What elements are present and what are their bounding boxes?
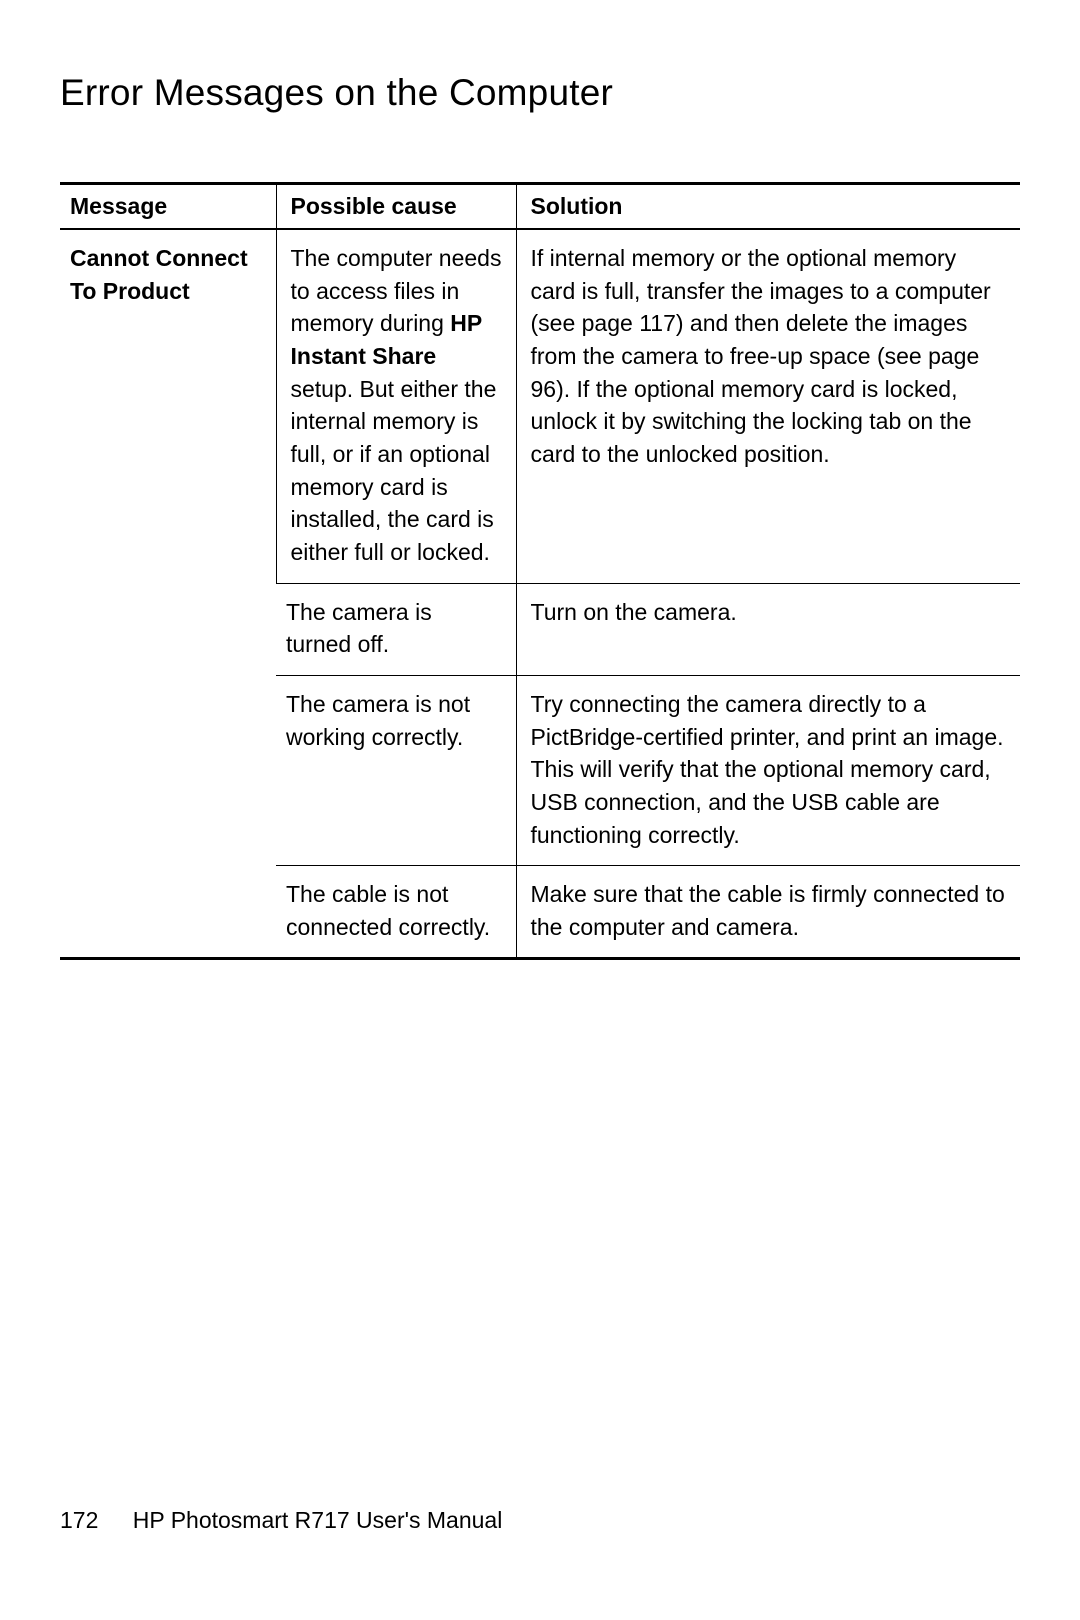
cause-cell: The computer needs to access files in me… [276, 229, 516, 583]
cause-cell: The camera is not working correctly. [276, 675, 516, 865]
col-header-cause: Possible cause [276, 184, 516, 230]
col-header-solution: Solution [516, 184, 1020, 230]
manual-page: Error Messages on the Computer Message P… [0, 0, 1080, 960]
solution-cell: If internal memory or the optional memor… [516, 229, 1020, 583]
col-header-message: Message [60, 184, 276, 230]
cause-cell: The camera is turned off. [276, 583, 516, 675]
page-title: Error Messages on the Computer [60, 72, 1020, 114]
cause-cell: The cable is not connected correctly. [276, 866, 516, 959]
solution-cell: Make sure that the cable is firmly conne… [516, 866, 1020, 959]
cause-text-post: setup. But either the internal memory is… [291, 376, 497, 565]
solution-cell: Turn on the camera. [516, 583, 1020, 675]
error-table: Message Possible cause Solution Cannot C… [60, 182, 1020, 960]
table-header-row: Message Possible cause Solution [60, 184, 1020, 230]
message-cell: Cannot Connect To Product [60, 229, 276, 959]
page-number: 172 [60, 1507, 98, 1534]
solution-cell: Try connecting the camera directly to a … [516, 675, 1020, 865]
manual-title: HP Photosmart R717 User's Manual [133, 1507, 503, 1533]
table-row: Cannot Connect To Product The computer n… [60, 229, 1020, 583]
page-footer: 172 HP Photosmart R717 User's Manual [60, 1507, 502, 1534]
